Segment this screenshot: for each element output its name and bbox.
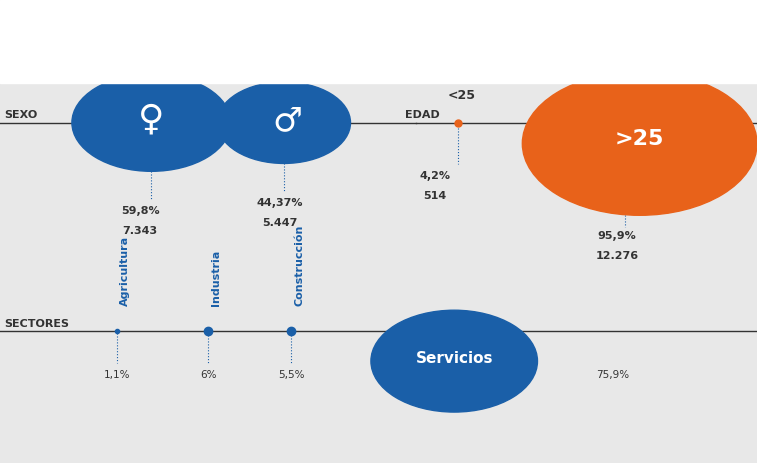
Text: 5,5%: 5,5% [278,370,305,381]
Text: 75,9%: 75,9% [597,370,630,381]
Text: 12.276: 12.276 [596,251,638,262]
Text: 514: 514 [424,191,447,201]
Text: >25: >25 [615,129,665,149]
Text: EDAD: EDAD [405,110,440,120]
Text: ♂: ♂ [273,104,303,137]
Text: ♀: ♀ [138,102,165,136]
Text: 4,2%: 4,2% [420,171,450,181]
Text: <25: <25 [448,89,475,102]
Text: FUENTE: CONSELLERÍA DE EMPREGO: FUENTE: CONSELLERÍA DE EMPREGO [2,30,167,39]
Text: Agricultura: Agricultura [120,236,130,306]
Text: 1,1%: 1,1% [104,370,131,381]
Circle shape [72,74,231,171]
Text: SEXO: SEXO [4,110,37,120]
Text: 95,9%: 95,9% [597,232,637,242]
Text: SECTORES: SECTORES [4,319,69,329]
Text: 7.343: 7.343 [123,226,157,236]
Text: El paro en la ciudad de A Coruña: El paro en la ciudad de A Coruña [2,7,360,26]
Circle shape [522,72,757,215]
Text: 6%: 6% [200,370,217,381]
Text: Servicios: Servicios [416,351,493,366]
Text: 5.447: 5.447 [263,218,298,228]
Text: Construcción: Construcción [294,224,304,306]
Circle shape [371,310,537,412]
Text: Industria: Industria [210,250,221,306]
Text: 44,37%: 44,37% [257,198,304,208]
Text: 59,8%: 59,8% [120,206,160,216]
Circle shape [217,82,350,163]
